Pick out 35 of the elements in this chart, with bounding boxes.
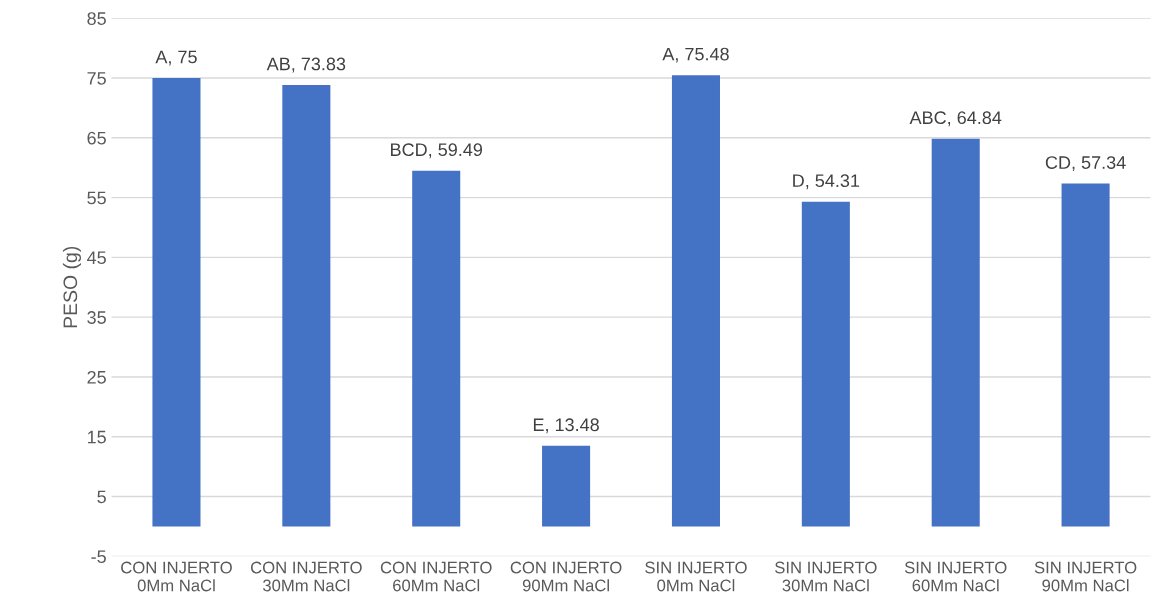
y-tick-label: 25: [87, 370, 106, 384]
bar: [152, 78, 201, 527]
y-tick-label: 5: [97, 490, 106, 504]
bar: [931, 138, 980, 527]
bar: [671, 75, 720, 527]
x-tick-label: SIN INJERTO 60Mm NaCl: [904, 561, 1007, 592]
y-tick-label: 65: [87, 131, 106, 145]
y-tick-label: 35: [87, 311, 106, 324]
bar: [412, 170, 461, 527]
data-label: D, 54.31: [793, 174, 860, 190]
x-tick-label: SIN INJERTO 90Mm NaCl: [1034, 561, 1137, 592]
bar: [801, 201, 850, 527]
data-label: A, 75.48: [662, 47, 729, 63]
x-tick-label: CON INJERTO 60Mm NaCl: [380, 561, 492, 592]
data-label: ABC, 64.84: [909, 111, 1002, 127]
y-tick-label: 75: [87, 72, 106, 85]
x-tick-label: SIN INJERTO 0Mm NaCl: [645, 561, 747, 592]
data-label: AB, 73.83: [266, 57, 346, 73]
bar: [542, 445, 591, 527]
y-tick-label: 45: [87, 251, 106, 265]
x-tick-label: CON INJERTO 90Mm NaCl: [510, 561, 622, 592]
y-tick-label: 15: [87, 430, 106, 444]
y-tick-label: -5: [91, 550, 106, 564]
bar: [282, 85, 331, 527]
y-axis-title: PESO (g): [62, 246, 82, 328]
bar: [1061, 183, 1110, 527]
data-label: A, 75: [155, 50, 197, 66]
y-tick-label: 85: [87, 12, 106, 25]
x-tick-label: CON INJERTO 0Mm NaCl: [121, 561, 232, 592]
x-tick-label: SIN INJERTO 30Mm NaCl: [775, 561, 877, 592]
data-label: E, 13.48: [533, 418, 599, 434]
data-label: CD, 57.34: [1045, 156, 1126, 172]
data-label: BCD, 59.49: [391, 143, 483, 159]
y-tick-label: 55: [87, 191, 106, 205]
x-tick-label: CON INJERTO 30Mm NaCl: [251, 561, 362, 592]
